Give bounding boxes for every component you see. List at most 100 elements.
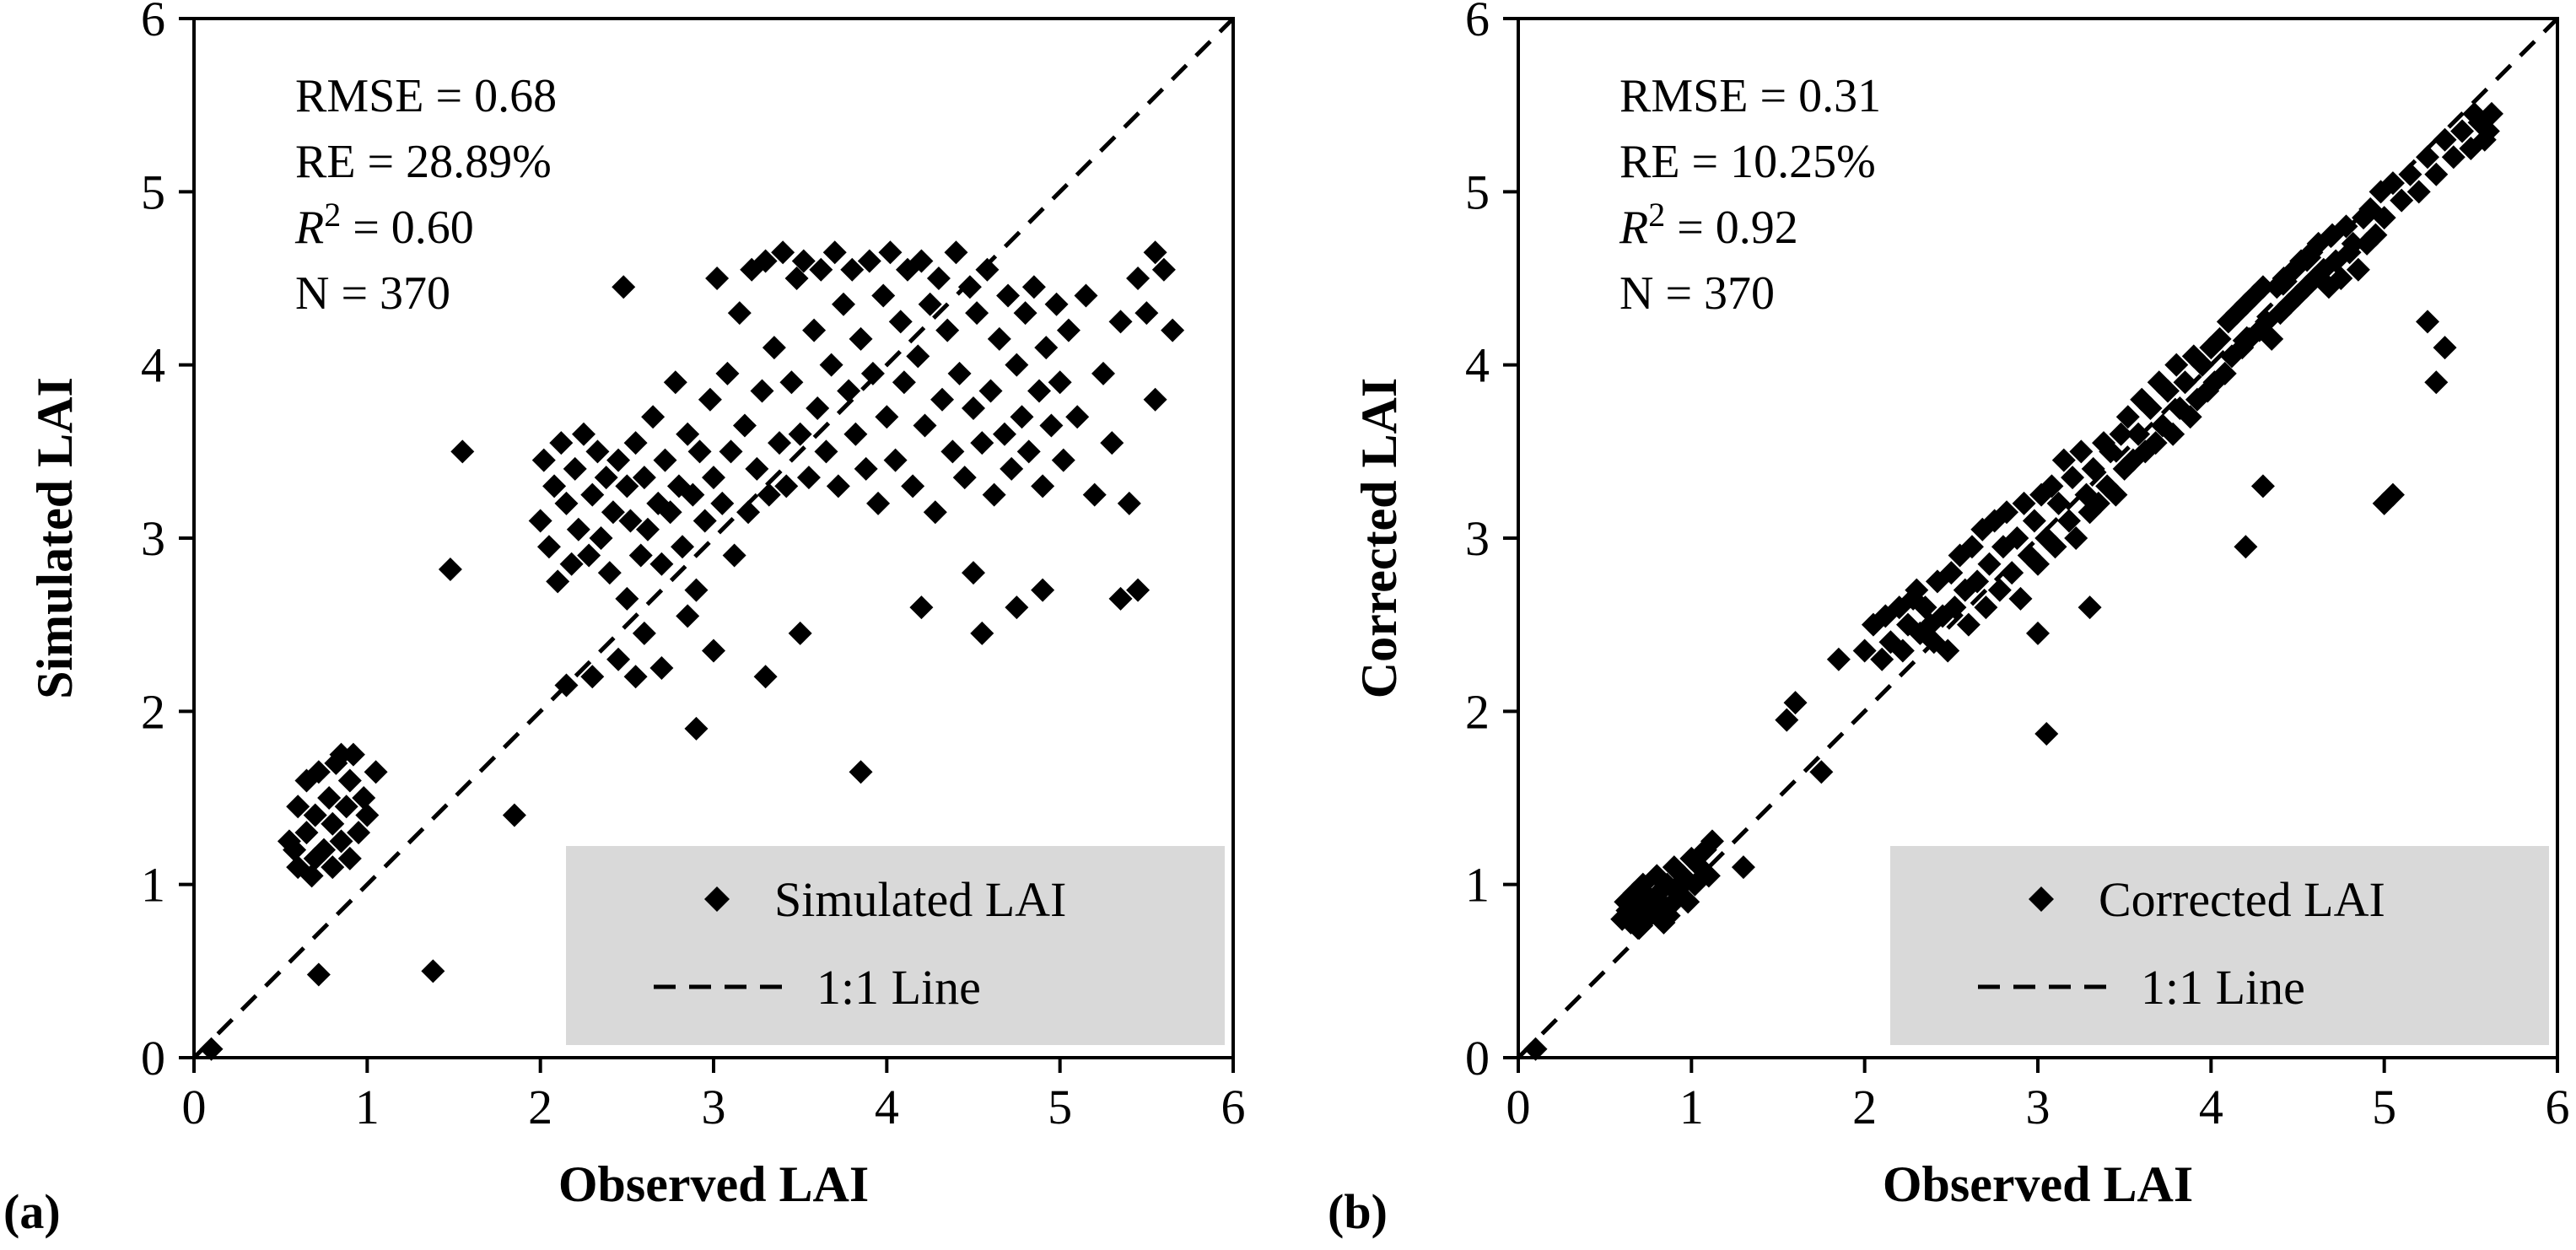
data-point xyxy=(987,326,1011,351)
data-point xyxy=(355,803,380,827)
data-point xyxy=(1956,612,1981,637)
data-point xyxy=(1031,474,1055,498)
panel-label-a: (a) xyxy=(3,1184,61,1239)
data-point xyxy=(1959,535,1984,559)
data-point xyxy=(1700,829,1724,854)
data-point xyxy=(601,500,625,525)
x-tick-label: 0 xyxy=(1506,1080,1531,1134)
data-point xyxy=(2398,162,2422,186)
data-point xyxy=(531,448,556,472)
x-tick-label: 1 xyxy=(355,1080,380,1134)
data-point xyxy=(2337,240,2362,265)
data-point xyxy=(913,413,937,438)
stats-line-re: RE = 10.25% xyxy=(1619,136,1876,188)
data-point xyxy=(684,716,709,741)
x-tick-label: 0 xyxy=(182,1080,207,1134)
data-point xyxy=(909,595,934,620)
data-point xyxy=(935,318,960,342)
data-point xyxy=(1662,855,1686,880)
data-point xyxy=(2099,439,2123,464)
data-point xyxy=(1074,283,1098,308)
data-point xyxy=(563,456,587,481)
data-point xyxy=(2026,552,2050,576)
data-points xyxy=(199,240,1185,1061)
data-point xyxy=(1667,872,1691,897)
one-to-one-line xyxy=(192,17,1235,1059)
data-point xyxy=(1082,482,1107,507)
data-point xyxy=(649,656,674,680)
data-point xyxy=(2026,621,2050,645)
data-point xyxy=(299,864,324,888)
data-point xyxy=(671,535,695,559)
data-point xyxy=(2406,180,2431,204)
data-point xyxy=(1826,647,1851,671)
data-point xyxy=(710,491,735,515)
data-point xyxy=(612,275,636,299)
data-point xyxy=(871,283,896,308)
y-tick-label: 1 xyxy=(1465,858,1490,913)
x-tick-label: 3 xyxy=(2026,1080,2051,1134)
data-point xyxy=(549,431,574,455)
data-point xyxy=(1039,413,1064,438)
data-point xyxy=(337,768,362,793)
data-point xyxy=(1044,292,1069,316)
data-point xyxy=(1021,275,1046,299)
data-point xyxy=(1034,336,1059,360)
scatter-plot-simulated-lai: 0 1 2 3 4 5 6 0 1 2 3 4 5 6 Observed LAI Simulated LAI R… xyxy=(27,0,1246,1212)
data-point xyxy=(306,760,331,784)
data-point xyxy=(2034,722,2059,746)
data-point xyxy=(1939,561,1964,585)
data-point xyxy=(796,466,821,490)
data-point xyxy=(1783,691,1808,715)
data-point xyxy=(2299,240,2324,265)
data-point xyxy=(628,543,653,568)
data-point xyxy=(2040,474,2064,498)
data-point xyxy=(632,466,656,490)
data-point xyxy=(1657,903,1681,928)
data-point xyxy=(2341,231,2365,256)
data-point xyxy=(1918,612,1943,637)
data-point xyxy=(1731,855,1755,880)
legend-series-marker-icon xyxy=(704,886,730,912)
data-point xyxy=(1027,379,1052,403)
data-point xyxy=(623,665,648,689)
data-point xyxy=(888,310,913,334)
data-point xyxy=(2051,448,2076,472)
x-tick-label: 2 xyxy=(1852,1080,1877,1134)
x-axis-title: Observed LAI xyxy=(1883,1156,2193,1212)
data-point xyxy=(676,422,700,446)
data-point xyxy=(676,604,700,628)
data-point xyxy=(566,517,590,541)
data-point xyxy=(2064,526,2088,550)
data-point xyxy=(2424,370,2449,395)
data-point xyxy=(589,526,613,550)
data-point xyxy=(843,422,868,446)
data-point xyxy=(2441,145,2466,170)
y-tick-label: 1 xyxy=(141,858,165,913)
data-point xyxy=(698,387,722,412)
data-point xyxy=(618,509,643,533)
y-tick-label: 0 xyxy=(1465,1031,1490,1086)
data-point xyxy=(1005,595,1029,620)
data-point xyxy=(2069,439,2094,464)
data-point xyxy=(774,474,799,498)
data-point xyxy=(1091,361,1115,385)
data-point xyxy=(1622,881,1646,905)
data-point xyxy=(1977,552,2002,576)
data-point xyxy=(784,267,809,290)
data-point xyxy=(1625,916,1650,940)
data-point xyxy=(978,379,1003,403)
data-point xyxy=(982,482,1006,507)
data-point xyxy=(2237,326,2261,351)
y-tick-label: 6 xyxy=(1465,0,1490,46)
data-point xyxy=(1852,638,1877,663)
data-point xyxy=(722,543,746,568)
data-point xyxy=(1117,491,1141,515)
data-point xyxy=(771,240,795,265)
data-point xyxy=(944,240,968,265)
data-point xyxy=(546,569,570,594)
data-point xyxy=(768,431,792,455)
data-point xyxy=(2008,586,2033,611)
data-point xyxy=(2277,292,2301,316)
data-point xyxy=(866,491,891,515)
